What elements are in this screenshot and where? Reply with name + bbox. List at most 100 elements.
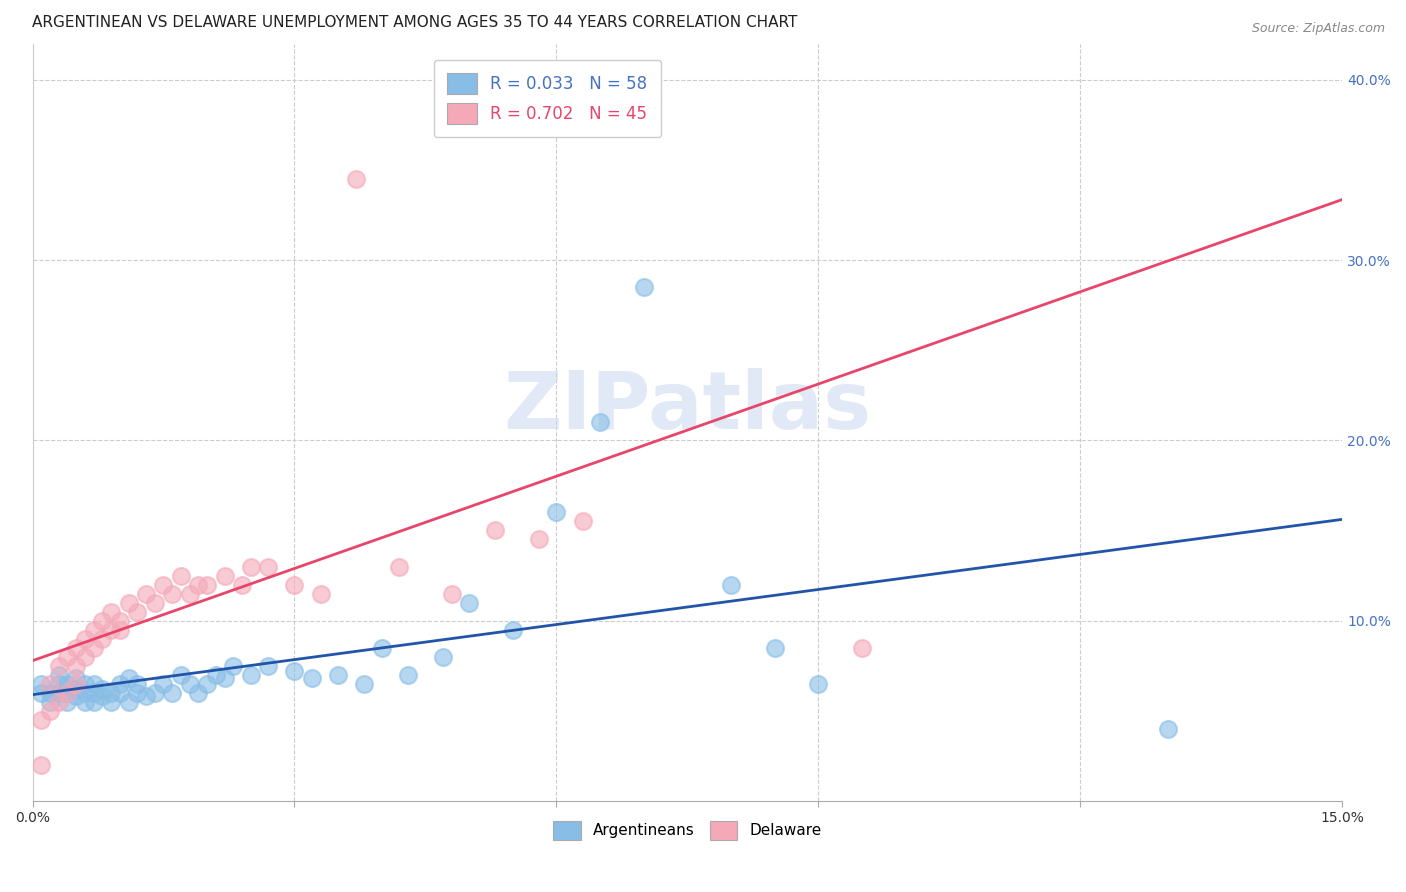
Point [39,704,62,718]
Text: ARGENTINEAN VS DELAWARE UNEMPLOYMENT AMONG AGES 35 TO 44 YEARS CORRELATION CHART: ARGENTINEAN VS DELAWARE UNEMPLOYMENT AMO… [32,15,797,30]
Point [205,667,228,681]
Point [39,686,62,700]
Point [527,533,550,547]
Point [73,632,96,646]
Point [458,596,481,610]
Point [100,695,122,709]
Point [371,640,394,655]
Point [283,664,305,678]
Point [571,515,593,529]
Point [195,676,218,690]
Point [160,686,183,700]
Point [353,676,375,690]
Point [187,686,209,700]
Point [65,658,87,673]
Text: ZIPatlas: ZIPatlas [503,368,872,446]
Point [48,695,70,709]
Point [117,596,139,610]
Legend: Argentineans, Delaware: Argentineans, Delaware [547,814,828,847]
Point [117,671,139,685]
Point [39,695,62,709]
Point [170,667,193,681]
Point [179,676,201,690]
Point [48,658,70,673]
Point [222,658,245,673]
Point [100,686,122,700]
Point [135,690,157,704]
Point [30,713,52,727]
Point [143,686,166,700]
Point [65,676,87,690]
Point [388,559,411,574]
Point [301,671,323,685]
Point [546,505,568,519]
Point [30,686,52,700]
Point [56,686,79,700]
Point [83,695,105,709]
Point [83,676,105,690]
Point [30,757,52,772]
Point [83,686,105,700]
Point [589,415,612,429]
Point [807,676,830,690]
Point [257,559,280,574]
Point [100,623,122,637]
Point [83,640,105,655]
Point [283,577,305,591]
Point [309,586,332,600]
Point [91,632,114,646]
Point [763,640,786,655]
Point [851,640,873,655]
Point [91,690,114,704]
Point [73,649,96,664]
Point [214,671,236,685]
Text: Source: ZipAtlas.com: Source: ZipAtlas.com [1251,22,1385,36]
Point [56,686,79,700]
Point [152,577,174,591]
Point [56,676,79,690]
Point [143,596,166,610]
Point [56,649,79,664]
Point [160,586,183,600]
Point [48,686,70,700]
Point [396,667,419,681]
Point [73,686,96,700]
Point [484,524,506,538]
Point [39,676,62,690]
Point [83,623,105,637]
Point [91,614,114,628]
Point [56,695,79,709]
Point [127,676,149,690]
Point [214,568,236,582]
Point [257,658,280,673]
Point [170,568,193,582]
Point [108,676,131,690]
Point [73,676,96,690]
Point [48,667,70,681]
Point [432,649,454,664]
Point [73,695,96,709]
Point [65,671,87,685]
Point [179,586,201,600]
Point [91,682,114,697]
Point [720,577,742,591]
Point [326,667,349,681]
Point [108,686,131,700]
Point [65,640,87,655]
Point [65,682,87,697]
Point [239,559,262,574]
Point [127,605,149,619]
Point [48,676,70,690]
Point [100,605,122,619]
Point [127,686,149,700]
Point [108,623,131,637]
Point [117,695,139,709]
Point [1156,722,1178,736]
Point [187,577,209,591]
Point [440,586,463,600]
Point [344,172,367,186]
Point [614,81,637,95]
Point [30,676,52,690]
Point [633,280,655,294]
Point [502,623,524,637]
